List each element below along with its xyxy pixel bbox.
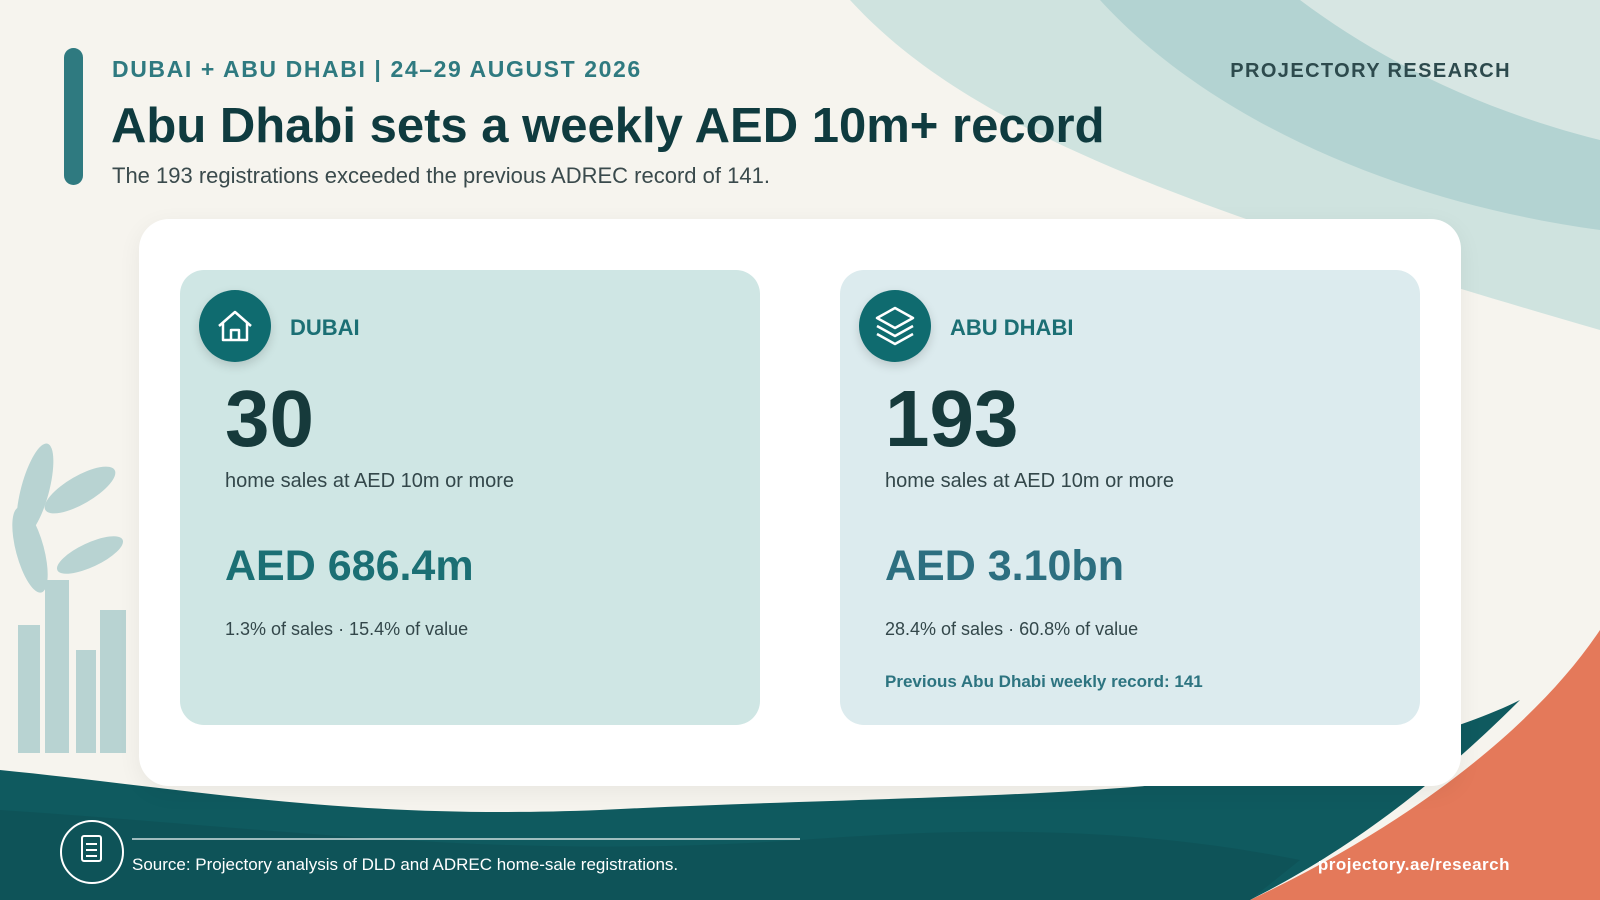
card: DUBAI 30 home sales at AED 10m or more A…: [180, 270, 760, 725]
kicker: DUBAI + ABU DHABI | 24–29 AUGUST 2026: [112, 56, 642, 82]
value: AED 686.4m: [225, 542, 474, 590]
note: Previous Abu Dhabi weekly record: 141: [885, 672, 1203, 691]
card: ABU DHABI 193 home sales at AED 10m or m…: [840, 270, 1420, 725]
subtitle: The 193 registrations exceeded the previ…: [112, 163, 770, 188]
source: Source: Projectory analysis of DLD and A…: [132, 855, 679, 874]
count: 193: [885, 374, 1019, 463]
count-label: home sales at AED 10m or more: [885, 470, 1175, 492]
count: 30: [225, 374, 314, 463]
home-icon: [199, 290, 271, 362]
title: Abu Dhabi sets a weekly AED 10m+ record: [111, 99, 1105, 153]
card-name: ABU DHABI: [950, 315, 1074, 340]
shares: 28.4% of sales · 60.8% of value: [885, 619, 1139, 639]
url: projectory.ae/research: [1317, 855, 1510, 874]
card-name: DUBAI: [290, 315, 360, 340]
layers-icon: [859, 290, 931, 362]
shares: 1.3% of sales · 15.4% of value: [225, 619, 469, 639]
value: AED 3.10bn: [885, 542, 1124, 590]
count-label: home sales at AED 10m or more: [225, 470, 515, 492]
brand: PROJECTORY RESEARCH: [1230, 60, 1511, 82]
